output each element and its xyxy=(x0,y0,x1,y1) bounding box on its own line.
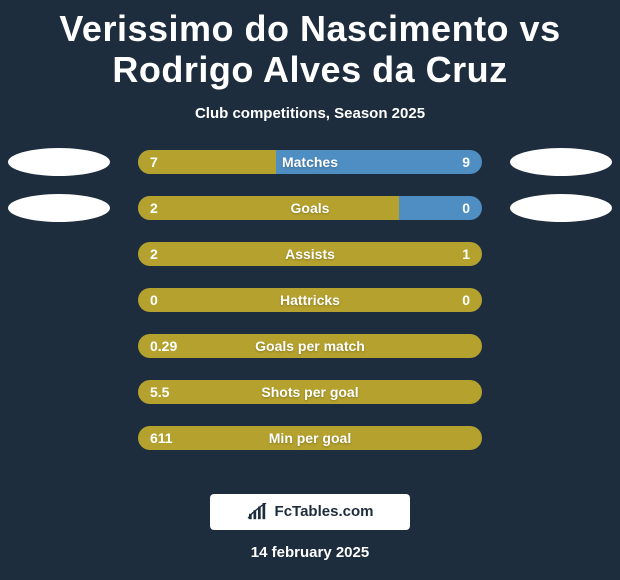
stat-row: Assists2 1 xyxy=(0,242,620,288)
stat-row: Hattricks0 0 xyxy=(0,288,620,334)
player-oval xyxy=(8,148,110,176)
page-title: Verissimo do Nascimento vs Rodrigo Alves… xyxy=(0,0,620,91)
stat-value-right: 1 xyxy=(462,242,470,266)
stat-row: Min per goal611 xyxy=(0,426,620,472)
stat-value-right: 9 xyxy=(462,150,470,174)
stat-label: Min per goal xyxy=(138,426,482,450)
player-oval xyxy=(8,194,110,222)
stat-value-left: 2 xyxy=(150,242,158,266)
stat-label: Goals xyxy=(138,196,482,220)
stat-value-left: 2 xyxy=(150,196,158,220)
player-oval xyxy=(510,194,612,222)
stat-value-left: 0.29 xyxy=(150,334,177,358)
stat-value-left: 5.5 xyxy=(150,380,169,404)
chart-icon xyxy=(247,503,269,521)
stat-value-right: 0 xyxy=(462,288,470,312)
stat-value-right: 0 xyxy=(462,196,470,220)
stat-row: Goals per match0.29 xyxy=(0,334,620,380)
attribution-badge: FcTables.com xyxy=(210,494,410,530)
attribution-text: FcTables.com xyxy=(275,503,374,520)
stat-label: Hattricks xyxy=(138,288,482,312)
stat-rows: Matches79Goals20Assists21Hattricks00Goal… xyxy=(0,150,620,472)
stat-row: Shots per goal5.5 xyxy=(0,380,620,426)
stat-row: Goals2 0 xyxy=(0,196,620,242)
stat-value-left: 7 xyxy=(150,150,158,174)
stat-label: Goals per match xyxy=(138,334,482,358)
player-oval xyxy=(510,148,612,176)
stat-value-left: 611 xyxy=(150,426,173,450)
stat-row: Matches7 9 xyxy=(0,150,620,196)
date-text: 14 february 2025 xyxy=(0,544,620,561)
stat-label: Matches xyxy=(138,150,482,174)
stat-label: Assists xyxy=(138,242,482,266)
subtitle: Club competitions, Season 2025 xyxy=(0,105,620,122)
stat-label: Shots per goal xyxy=(138,380,482,404)
comparison-infographic: Verissimo do Nascimento vs Rodrigo Alves… xyxy=(0,0,620,580)
stat-value-left: 0 xyxy=(150,288,158,312)
